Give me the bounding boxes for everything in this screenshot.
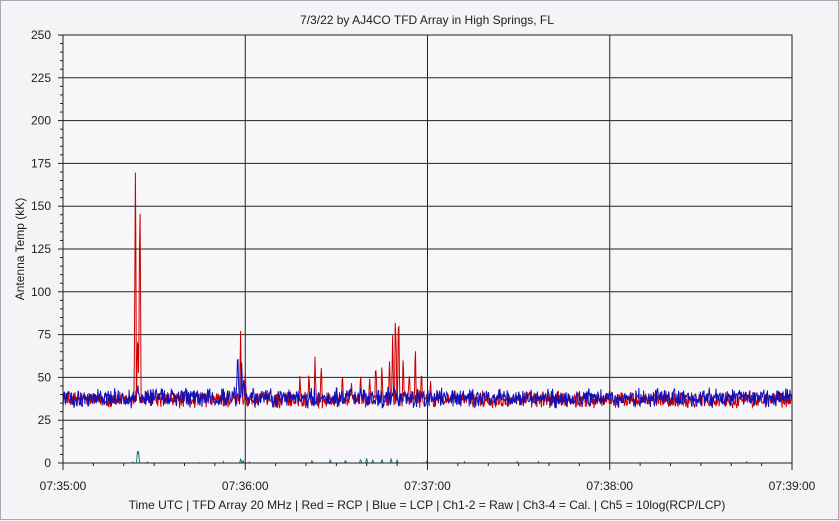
y-tick-label: 50 (38, 370, 52, 384)
y-axis: 0 25 50 75 100 125 150 175 200 225 250 (31, 28, 63, 470)
y-tick-label: 100 (31, 285, 51, 299)
y-tick-label: 25 (38, 413, 52, 427)
x-tick-label: 07:38:00 (586, 479, 633, 493)
y-axis-label: Antenna Temp (kK) (13, 198, 27, 301)
y-tick-label: 75 (38, 328, 52, 342)
x-axis-label: Time UTC | TFD Array 20 MHz | Red = RCP … (129, 498, 726, 512)
y-tick-label: 225 (31, 71, 51, 85)
y-tick-label: 125 (31, 242, 51, 256)
chart-title: 7/3/22 by AJ4CO TFD Array in High Spring… (300, 13, 554, 27)
y-tick-label: 250 (31, 28, 51, 42)
x-axis: 07:35:00 07:36:00 07:37:00 07:38:00 07:39:00 (40, 463, 816, 493)
y-tick-label: 175 (31, 156, 51, 170)
y-tick-label: 150 (31, 199, 51, 213)
series-line-lcp (62, 358, 793, 409)
x-tick-label: 07:37:00 (404, 479, 451, 493)
x-tick-label: 07:35:00 (40, 479, 87, 493)
x-tick-label: 07:39:00 (769, 479, 816, 493)
series-line-rcp (62, 172, 793, 410)
y-tick-label: 0 (44, 456, 51, 470)
y-tick-label: 200 (31, 114, 51, 128)
x-tick-label: 07:36:00 (222, 479, 269, 493)
